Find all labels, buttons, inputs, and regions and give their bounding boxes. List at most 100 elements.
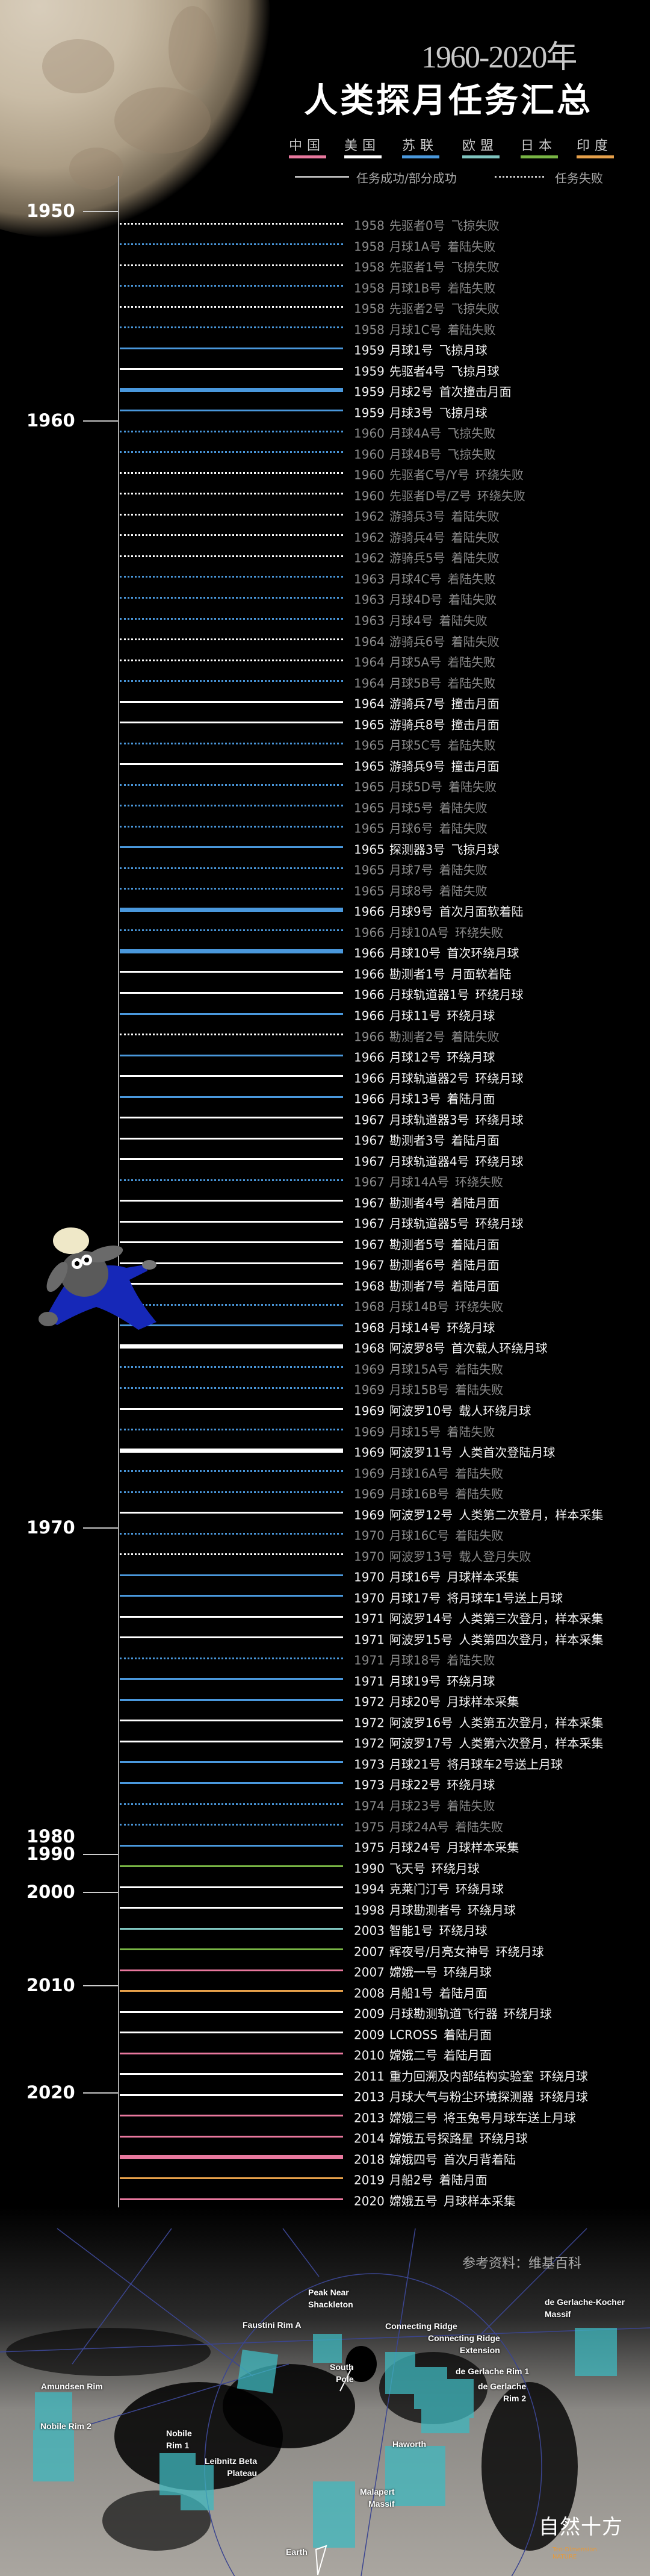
decade-label: 1980 — [26, 1826, 75, 1847]
map-label-line: Pole — [336, 2374, 354, 2384]
mission-row: 2013 嫦娥三号 将玉兔号月球车送上月球 — [354, 2108, 576, 2125]
mission-result: 人类第四次登月，样本采集 — [459, 1632, 604, 1647]
mission-result: 着陆月面 — [451, 1237, 500, 1252]
mission-row: 1963 月球4号 着陆失败 — [354, 611, 488, 629]
decade-label: 2010 — [26, 1975, 75, 1995]
mission-year: 1967 — [354, 1216, 385, 1231]
mission-line-ussr — [120, 907, 343, 912]
mission-row: 1966 月球轨道器2号 环绕月球 — [354, 1068, 524, 1086]
mission-result: 着陆失败 — [451, 634, 500, 649]
map-label-amundsen-rim: Amundsen Rim — [41, 2380, 103, 2392]
mission-year: 1969 — [354, 1445, 385, 1460]
mission-row: 2014 嫦娥五号探路星 环绕月球 — [354, 2129, 528, 2147]
decade-label: 1950 — [26, 201, 75, 221]
mission-row: 2009 月球勘测轨道飞行器 环绕月球 — [354, 2004, 552, 2022]
mission-year: 1964 — [354, 676, 385, 691]
mission-line-usa — [120, 1200, 343, 1202]
mission-result: 着陆失败 — [448, 592, 497, 607]
mission-name: 先驱者2号 — [389, 301, 445, 316]
mission-year: 1969 — [354, 1424, 385, 1439]
mission-year: 1958 — [354, 260, 385, 275]
mission-year: 1970 — [354, 1528, 385, 1543]
mission-result: 飞掠月球 — [451, 364, 500, 379]
mission-row: 2003 智能1号 环绕月球 — [354, 1921, 488, 1939]
moon-image — [0, 0, 271, 238]
south-pole-pointer — [339, 2366, 353, 2392]
mission-name: 月球5A号 — [389, 655, 442, 670]
mission-line-ussr — [120, 1844, 343, 1847]
map-label-line: Peak Near — [308, 2288, 349, 2297]
mission-line-usa — [120, 472, 343, 474]
mission-year: 1969 — [354, 1466, 385, 1481]
mission-name: 月球14A号 — [389, 1174, 450, 1190]
mission-year: 1969 — [354, 1403, 385, 1418]
mission-line-usa — [120, 534, 343, 537]
mission-result: 环绕月球 — [539, 2069, 588, 2084]
decade-tick — [83, 1854, 118, 1855]
mission-result: 环绕月球 — [443, 1965, 492, 1980]
mission-line-usa — [120, 1241, 343, 1244]
mission-row: 1962 游骑兵3号 着陆失败 — [354, 507, 500, 525]
mission-year: 1972 — [354, 1736, 385, 1751]
mission-year: 1968 — [354, 1341, 385, 1356]
mission-name: 先驱者0号 — [389, 218, 445, 233]
map-label-line: Shackleton — [308, 2300, 353, 2309]
mission-result: 着陆失败 — [447, 676, 496, 691]
mission-row: 1969 月球15A号 着陆失败 — [354, 1359, 503, 1377]
mission-row: 2019 月船2号 着陆月面 — [354, 2171, 488, 2188]
mission-name: 勘测者3号 — [389, 1133, 445, 1148]
mission-line-ussr — [120, 888, 343, 890]
mission-line-china — [120, 2155, 343, 2160]
mission-result: 着陆月面 — [443, 2048, 492, 2063]
mission-result: 着陆失败 — [439, 821, 488, 836]
mission-name: 月球1号 — [389, 343, 433, 358]
mission-name: 月球5C号 — [389, 738, 442, 753]
mission-name: 月球勘测轨道飞行器 — [389, 2006, 498, 2021]
mission-name: 嫦娥三号 — [389, 2110, 438, 2125]
mission-row: 1968 月球14号 环绕月球 — [354, 1318, 495, 1335]
mission-name: 月球轨道器2号 — [389, 1071, 469, 1086]
mission-name: 月球17号 — [389, 1591, 441, 1606]
mission-line-ussr — [120, 1657, 343, 1659]
mission-result: 飞掠失败 — [451, 260, 500, 275]
mission-name: 月船1号 — [389, 1986, 433, 2001]
mission-name: 月球7号 — [389, 862, 433, 878]
mission-year: 1965 — [354, 800, 385, 816]
mission-year: 2020 — [354, 2194, 385, 2209]
mission-name: 月球19号 — [389, 1674, 441, 1689]
mission-year: 1974 — [354, 1798, 385, 1813]
legend-fail-line — [495, 176, 544, 178]
mission-line-ussr — [120, 1470, 343, 1473]
mission-result: 首次月面软着陆 — [439, 904, 524, 919]
mission-year: 1965 — [354, 717, 385, 732]
mission-result: 首次撞击月面 — [439, 384, 512, 399]
mission-result: 着陆失败 — [455, 1362, 504, 1377]
mission-line-usa — [120, 222, 343, 225]
mission-result: 环绕失败 — [477, 488, 525, 504]
mission-name: 勘测者5号 — [389, 1237, 445, 1252]
mission-year: 1960 — [354, 447, 385, 462]
mission-year: 1958 — [354, 322, 385, 337]
mission-result: 着陆失败 — [447, 322, 496, 337]
mission-result: 月球样本采集 — [447, 1570, 519, 1585]
mission-name: 先驱者D号/Z号 — [389, 488, 471, 504]
mission-result: 环绕失败 — [455, 1299, 504, 1314]
mission-year: 1966 — [354, 1091, 385, 1106]
mission-row: 1972 阿波罗16号 人类第五次登月，样本采集 — [354, 1713, 603, 1730]
mission-line-ussr — [120, 805, 343, 807]
mission-name: 勘测者1号 — [389, 967, 445, 982]
mission-year: 1966 — [354, 1050, 385, 1065]
map-label-connecting-ridge: Connecting Ridge — [385, 2320, 457, 2332]
mission-name: 勘测者6号 — [389, 1258, 445, 1273]
mission-year: 2009 — [354, 2027, 385, 2042]
map-label-line: South — [330, 2362, 354, 2372]
mission-result: 首次环绕月球 — [447, 946, 519, 961]
mission-result: 着陆失败 — [455, 1466, 504, 1481]
mission-result: 着陆月面 — [451, 1279, 500, 1294]
mission-result: 撞击月面 — [451, 696, 500, 711]
mission-name: 辉夜号/月亮女神号 — [389, 1944, 490, 1959]
mission-result: 着陆月面 — [447, 1091, 495, 1106]
mission-line-ussr — [120, 1096, 343, 1098]
mission-year: 1963 — [354, 572, 385, 587]
map-label-nobile-rim-2: Nobile Rim 2 — [40, 2420, 91, 2432]
